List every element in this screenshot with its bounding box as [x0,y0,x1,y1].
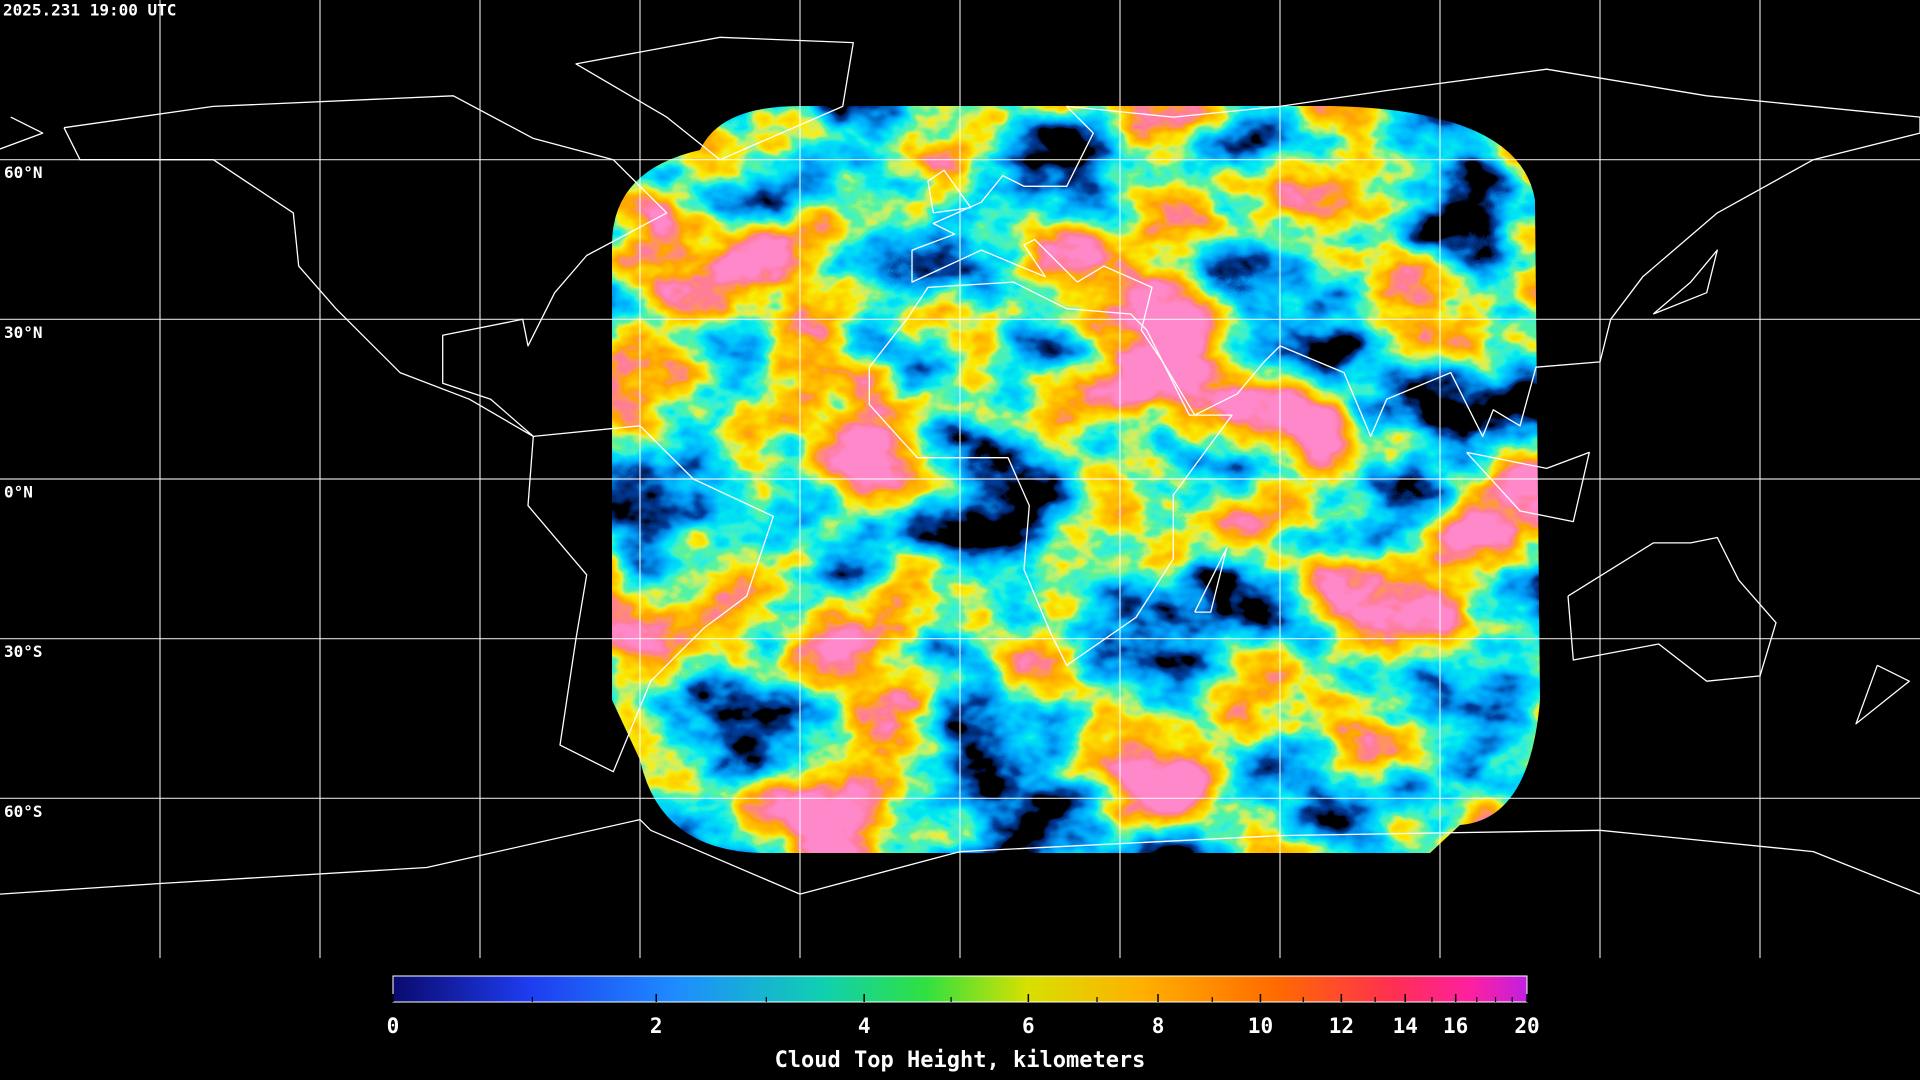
coastline [868,281,1233,666]
colorbar-tick-label: 12 [1329,1014,1354,1038]
colorbar-tick-label: 14 [1393,1014,1418,1038]
coastline [575,36,854,161]
timestamp: 2025.231 19:00 UTC [3,1,176,20]
graticule: 60°N 30°N 0°N 30°S 60°S [0,0,1920,958]
latitude-label: 30°S [4,642,43,661]
latitude-label: 30°N [4,323,43,342]
colorbar-tick-label: 10 [1248,1014,1273,1038]
latitude-label: 60°S [4,802,43,821]
coastline [1855,664,1910,725]
colorbar-tick-label: 4 [858,1014,871,1038]
colorbar-tick-label: 16 [1443,1014,1468,1038]
colorbar-tick-label: 6 [1022,1014,1035,1038]
colorbar-title: Cloud Top Height, kilometers [775,1048,1146,1073]
latitude-label: 60°N [4,163,43,182]
coastline [1194,547,1228,613]
coastline [1652,249,1718,315]
colorbar [392,975,1528,1003]
colorbar-tick-label: 20 [1514,1014,1539,1038]
coastline [1567,536,1777,682]
coastline [911,68,1920,438]
latitude-label: 0°N [4,483,33,502]
colorbar-tick-label: 0 [387,1014,400,1038]
colorbar-tick-label: 8 [1152,1014,1165,1038]
coastline [63,95,668,438]
colorbar-tick-label: 2 [650,1014,663,1038]
coastline [1466,451,1590,523]
coastline [927,169,972,214]
coastline [0,116,44,150]
